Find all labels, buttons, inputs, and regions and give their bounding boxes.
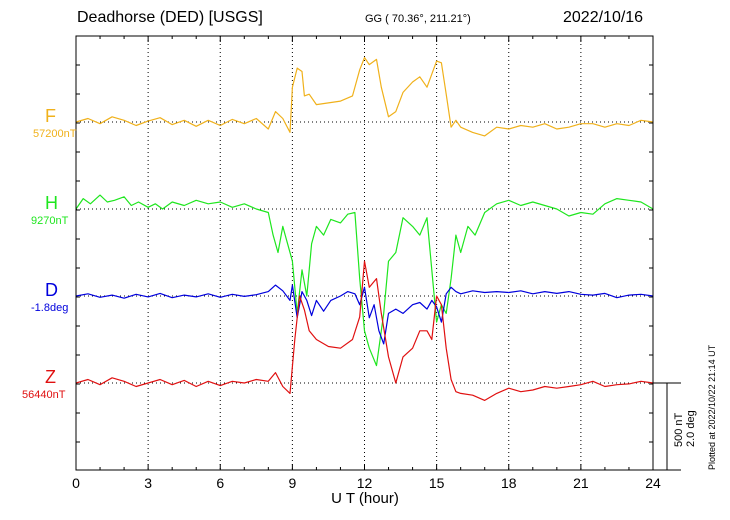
x-axis-label: U T (hour) [331,490,399,507]
series-line-z [75,260,654,401]
series-label-h: H [45,193,58,213]
station-title: Deadhorse (DED) [USGS] [77,9,263,26]
x-tick-label: 12 [357,475,373,491]
baseline-label-h: 9270nT [31,215,69,227]
scale-bar-deg: 2.0 deg [685,410,697,447]
series-label-d: D [45,280,58,300]
baseline-label-d: -1.8deg [31,302,69,314]
x-tick-label: 21 [573,475,589,491]
x-tick-labels: 0 3 6 9 12 15 18 21 24 [72,475,661,491]
grid [76,36,653,470]
series-label-f: F [45,106,56,126]
x-tick-label: 15 [429,475,445,491]
plotted-timestamp: Plotted at 2022/10/22 21:14 UT [707,344,717,470]
series-label-z: Z [45,367,56,387]
x-tick-label: 6 [216,475,224,491]
scale-bar-label: 500 nT 2.0 deg [673,410,697,447]
x-tick-label: 0 [72,475,80,491]
baseline-label-z: 56440nT [22,389,66,401]
series-line-h [75,194,654,367]
x-tick-label: 3 [144,475,152,491]
scale-bar-nt: 500 nT [673,412,685,447]
series-line-f [75,56,654,137]
geographic-coordinates: GG ( 70.36°, 211.21°) [365,13,471,25]
baseline-label-f: 57200nT [33,128,77,140]
series-lines [75,56,654,401]
x-tick-label: 9 [288,475,296,491]
plot-date: 2022/10/16 [563,9,644,26]
axes [75,35,681,471]
series-line-d [75,284,654,345]
x-tick-label: 18 [501,475,517,491]
x-tick-label: 24 [645,475,661,491]
